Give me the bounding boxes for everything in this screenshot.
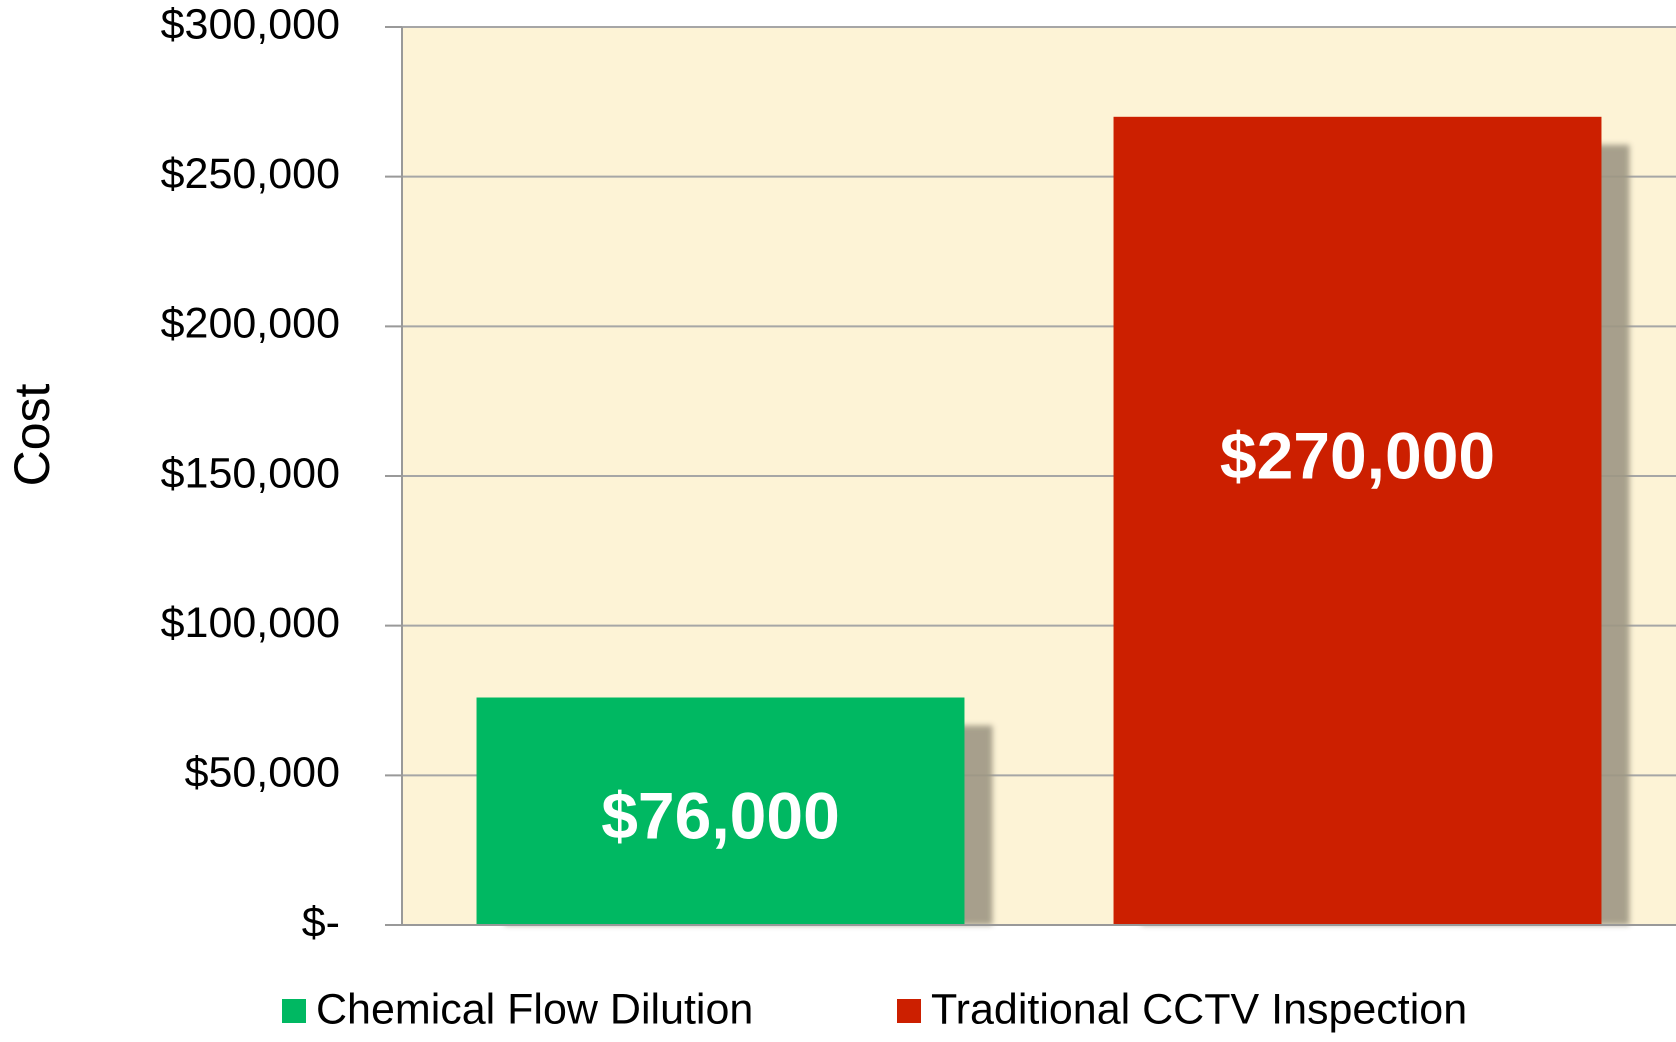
bar: [476, 697, 965, 925]
y-tick-label: $100,000: [161, 599, 340, 647]
data-label: $270,000: [1220, 418, 1495, 492]
legend-label: Traditional CCTV Inspection: [931, 985, 1467, 1033]
bar: [1113, 116, 1602, 926]
y-tick-label: $300,000: [161, 0, 340, 48]
y-tick-label: $50,000: [185, 749, 340, 797]
y-tick-label: $150,000: [161, 449, 340, 497]
y-axis-label: Cost: [4, 383, 60, 486]
legend-label: Chemical Flow Dilution: [316, 985, 753, 1033]
data-label: $76,000: [601, 779, 840, 853]
y-tick-label: $-: [302, 898, 340, 946]
legend-swatch: [897, 999, 921, 1023]
y-tick-label: $250,000: [161, 150, 340, 198]
y-tick-label: $200,000: [161, 300, 340, 348]
legend-swatch: [282, 999, 306, 1023]
